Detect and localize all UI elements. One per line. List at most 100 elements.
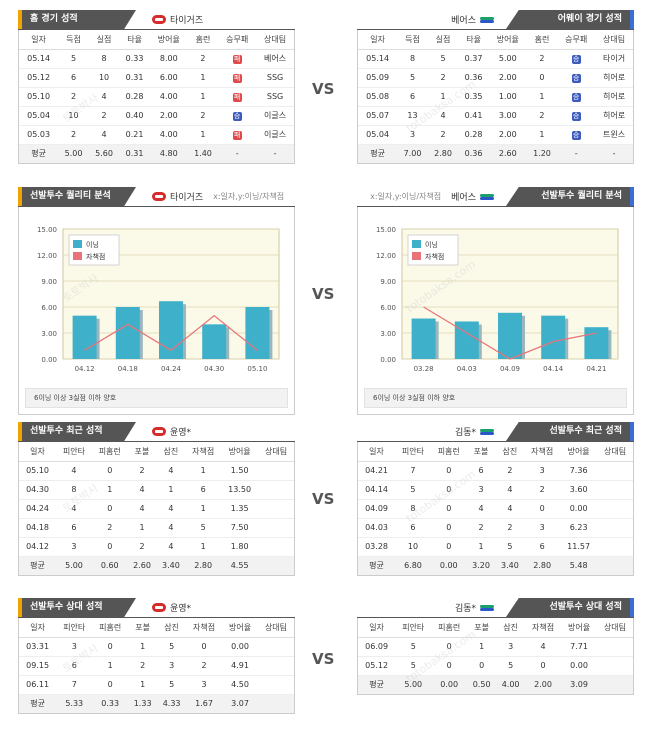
win-badge: 승 [571,73,581,83]
table-cell: 1.80 [221,537,259,557]
quality-team-left: 타이거즈 x:일자,y:이닝/자책점 [152,190,284,203]
table-cell: 5 [395,480,431,500]
table-cell: 2 [186,656,223,676]
tigers-logo-icon [152,427,166,436]
table-cell: 1 [92,656,129,676]
table-cell [597,499,633,519]
tigers-logo-icon [152,15,166,24]
table-cell: 05.09 [358,68,398,88]
table-cell: 0 [91,499,128,519]
innings-bar [159,301,183,359]
table-cell: 3.07 [222,694,258,713]
y-tick-label: 3.00 [380,330,396,338]
pitcher-name-right: 김동* [455,601,494,614]
x-tick-label: 04.21 [586,365,606,373]
y-tick-label: 0.00 [41,356,57,364]
table-cell: 05.10 [19,461,57,481]
table-cell: 5 [397,68,428,88]
y-tick-label: 12.00 [37,252,57,260]
table-cell: 1.40 [187,144,219,163]
column-header: 자책점 [186,618,223,638]
table-row: 05.07 13 4 0.41 3.00 2 승 히어로 [358,106,633,126]
table-row: 05.04 10 2 0.40 2.00 2 승 이글스 [19,106,294,126]
table-cell: 6 [56,656,93,676]
table-cell: 6.23 [560,518,598,538]
column-header: 일자 [358,442,396,462]
table-cell: 이글스 [256,106,294,126]
table-cell: 승 [218,106,257,126]
table-cell: 04.12 [19,537,57,557]
table-cell: 8 [88,49,120,69]
table-header-row: 일자 피안타 피홈런 포볼 삼진 자책점 방어율 상대팀 [358,618,633,638]
table-cell: 11.57 [560,537,598,557]
table-cell: 05.12 [19,68,59,88]
table-row: 05.04 3 2 0.28 2.00 1 승 트윈스 [358,125,633,145]
table-cell: 8 [395,499,431,519]
table-cell: 4.00 [149,125,188,145]
table-cell [596,637,633,657]
table-cell: 3 [466,480,496,500]
innings-bar [115,307,140,359]
table-cell: 2.00 [488,125,527,145]
table-cell: 5 [58,49,89,69]
table-cell: 3.09 [561,675,597,694]
column-header: 포볼 [127,442,157,462]
column-header: 일자 [19,30,59,50]
table-cell: 03.31 [19,637,57,657]
table-cell: 7.71 [561,637,597,657]
table-cell: 2 [427,68,459,88]
x-tick-label: 04.18 [118,365,138,373]
column-header: 타율 [119,30,150,50]
legend-innings-label: 이닝 [425,240,438,249]
column-header: 방어율 [560,442,598,462]
table-cell: 패 [218,68,257,88]
away-record-table: 일자 득점 실점 타율 방어율 홈런 승무패 상대팀 05.14 8 5 0.37 5.00 2 승 타이거 0… [358,30,633,163]
legend-er-label: 자책점 [425,252,444,261]
table-cell: 평균 [358,675,396,694]
table-cell: 2 [524,480,561,500]
table-cell: 0 [431,637,468,657]
table-cell: 4.00 [149,87,188,107]
pitcher-recent-panel-right: 선발투수 최근 성적 김동* 일자 피안타 피홈런 포볼 삼진 자책점 방어율 상대팀 04.2… [357,422,634,576]
table-cell: 1 [185,537,222,557]
column-header: 포볼 [466,442,496,462]
table-cell: 04.09 [358,499,396,519]
y-tick-label: 12.00 [376,252,396,260]
y-tick-label: 6.00 [41,304,57,312]
table-cell: 4.91 [222,656,258,676]
pitcher-vs-title: 선발투수 상대 성적 [506,598,634,617]
table-cell: 평균 [19,694,57,713]
table-cell [257,637,294,657]
table-cell: 승 [557,68,596,88]
table-cell [597,461,633,481]
bears-logo-icon [480,604,494,612]
table-cell: 2 [466,518,496,538]
table-cell: 2.80 [185,556,222,575]
table-cell: 04.24 [19,499,57,519]
table-cell: - [595,144,633,163]
average-row: 평균 6.80 0.00 3.20 3.40 2.80 5.48 [358,556,633,575]
table-cell: 0.60 [91,556,128,575]
x-tick-label: 04.09 [500,365,520,373]
table-cell: 4 [156,518,186,538]
table-cell: 0 [430,480,467,500]
table-cell: 2.80 [427,144,459,163]
table-cell: 0.00 [560,499,598,519]
table-cell: 0.36 [458,68,489,88]
table-cell: 0.41 [458,106,489,126]
table-row: 05.10 4 0 2 4 1 1.50 [19,461,294,481]
table-cell [597,480,633,500]
x-tick-label: 04.03 [457,365,477,373]
column-header: 피안타 [395,442,431,462]
pitcher-vs-title: 선발투수 상대 성적 [18,598,136,617]
x-tick-label: 04.14 [543,365,564,373]
table-cell: 03.28 [358,537,396,557]
table-row: 05.14 5 8 0.33 8.00 2 패 베어스 [19,49,294,69]
pitcher-name-left: 윤영* [152,601,191,614]
column-header: 실점 [88,30,120,50]
table-cell: 평균 [19,556,57,575]
column-header: 삼진 [156,442,186,462]
table-cell: 1 [187,68,219,88]
table-cell: 05.07 [358,106,398,126]
